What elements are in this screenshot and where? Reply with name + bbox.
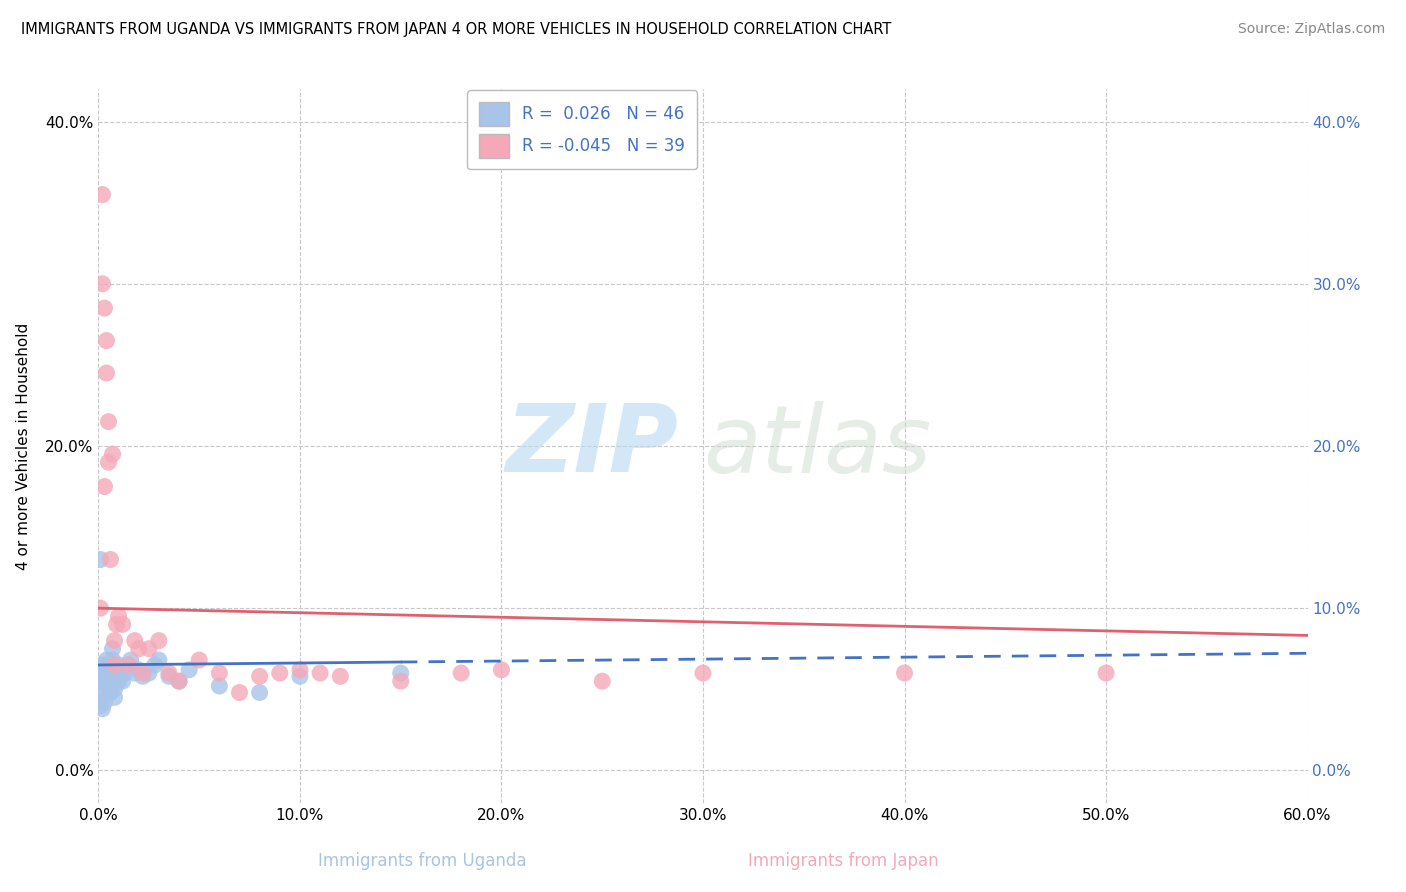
Point [228,685,250,699]
Point [96,669,118,683]
Point [110,666,132,681]
Point [97,666,120,681]
Point [103,633,125,648]
Point [208,679,231,693]
Point [288,669,311,683]
Point [105,674,128,689]
Point [107,657,129,672]
Point [107,609,129,624]
Point [91,187,114,202]
Point [103,657,125,672]
Point [329,669,352,683]
Text: ZIP: ZIP [506,400,679,492]
Point [111,617,134,632]
Point [100,682,122,697]
Point [93,674,115,689]
Point [188,653,211,667]
Point [138,641,160,656]
Point [491,663,513,677]
Point [100,674,122,689]
Point [157,666,180,681]
Point [389,674,412,689]
Point [167,674,190,689]
Point [96,334,118,348]
Point [89,666,111,681]
Point [107,674,129,689]
Point [309,666,332,681]
Point [132,666,155,681]
Point [101,641,124,656]
Point [97,415,120,429]
Legend: R =  0.026   N = 46, R = -0.045   N = 39: R = 0.026 N = 46, R = -0.045 N = 39 [467,90,697,169]
Point [128,641,150,656]
Point [91,657,114,672]
Point [591,674,613,689]
Point [450,666,472,681]
Point [103,690,125,705]
Point [103,669,125,683]
Point [138,666,160,681]
Point [93,685,115,699]
Point [893,666,915,681]
Point [105,617,128,632]
Point [114,666,136,681]
Point [143,657,166,672]
Point [118,657,141,672]
Point [288,663,311,677]
Point [120,653,142,667]
Point [167,674,190,689]
Text: IMMIGRANTS FROM UGANDA VS IMMIGRANTS FROM JAPAN 4 OR MORE VEHICLES IN HOUSEHOLD : IMMIGRANTS FROM UGANDA VS IMMIGRANTS FRO… [21,22,891,37]
Point [93,682,115,697]
Point [91,277,114,291]
Point [249,669,271,683]
Point [389,666,412,681]
Point [91,702,114,716]
Text: Source: ZipAtlas.com: Source: ZipAtlas.com [1237,22,1385,37]
Point [103,682,125,697]
Point [89,552,111,566]
Point [128,663,150,677]
Point [97,657,120,672]
Point [157,669,180,683]
Point [124,633,146,648]
Point [100,552,122,566]
Point [249,685,271,699]
Text: Immigrants from Uganda: Immigrants from Uganda [318,852,526,870]
Point [124,666,146,681]
Y-axis label: 4 or more Vehicles in Household: 4 or more Vehicles in Household [17,322,31,570]
Point [89,698,111,713]
Point [97,663,120,677]
Point [96,366,118,380]
Point [118,657,141,672]
Point [89,601,111,615]
Point [105,666,128,681]
Point [93,301,115,315]
Point [93,695,115,709]
Point [93,479,115,493]
Point [96,666,118,681]
Point [101,653,124,667]
Point [692,666,714,681]
Point [101,447,124,461]
Point [269,666,291,681]
Point [1095,666,1118,681]
Point [132,669,155,683]
Point [148,633,170,648]
Point [111,674,134,689]
Point [91,674,114,689]
Text: Immigrants from Japan: Immigrants from Japan [748,852,939,870]
Point [97,455,120,469]
Point [179,663,201,677]
Point [208,666,231,681]
Point [96,653,118,667]
Point [148,653,170,667]
Point [100,685,122,699]
Text: atlas: atlas [703,401,931,491]
